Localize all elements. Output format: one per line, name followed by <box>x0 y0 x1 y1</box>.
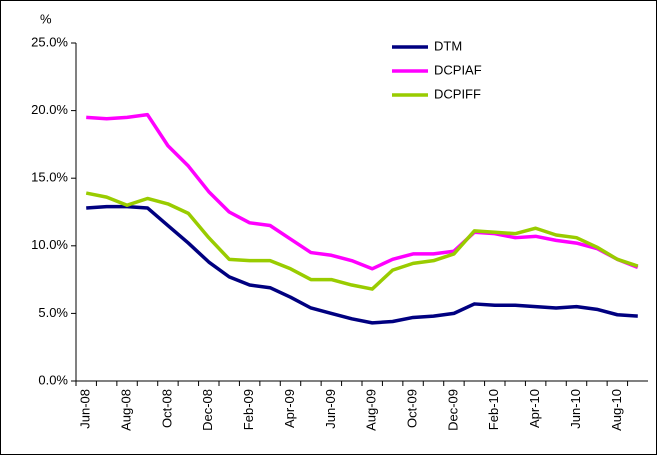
x-tick-label: Feb-09 <box>241 389 256 430</box>
x-tick-label: Aug-09 <box>364 389 379 431</box>
x-tick-label: Apr-09 <box>282 389 297 428</box>
y-tick-label: 25.0% <box>31 34 68 49</box>
x-tick-label: Oct-09 <box>405 389 420 428</box>
y-tick-label: 10.0% <box>31 237 68 252</box>
x-tick-label: Oct-08 <box>159 389 174 428</box>
x-tick-label: Jun-10 <box>568 389 583 429</box>
x-tick-label: Aug-10 <box>609 389 624 431</box>
y-axis-label: % <box>40 11 52 26</box>
series-line <box>85 191 639 291</box>
legend-label: DCPIFF <box>434 86 481 101</box>
series-line <box>86 112 639 271</box>
legend-label: DTM <box>434 38 462 53</box>
series-line <box>86 204 638 325</box>
x-tick-label: Jun-09 <box>323 389 338 429</box>
legend-label: DCPIAF <box>434 62 482 77</box>
x-tick-label: Apr-10 <box>527 389 542 428</box>
x-tick-label: Aug-08 <box>119 389 134 431</box>
y-tick-label: 5.0% <box>38 305 68 320</box>
x-tick-label: Feb-10 <box>486 389 501 430</box>
x-tick-label: Dec-08 <box>200 389 215 431</box>
x-tick-label: Dec-09 <box>445 389 460 431</box>
x-tick-label: Jun-08 <box>78 389 93 429</box>
y-tick-label: 15.0% <box>31 170 68 185</box>
y-tick-label: 20.0% <box>31 102 68 117</box>
y-tick-label: 0.0% <box>38 372 68 387</box>
